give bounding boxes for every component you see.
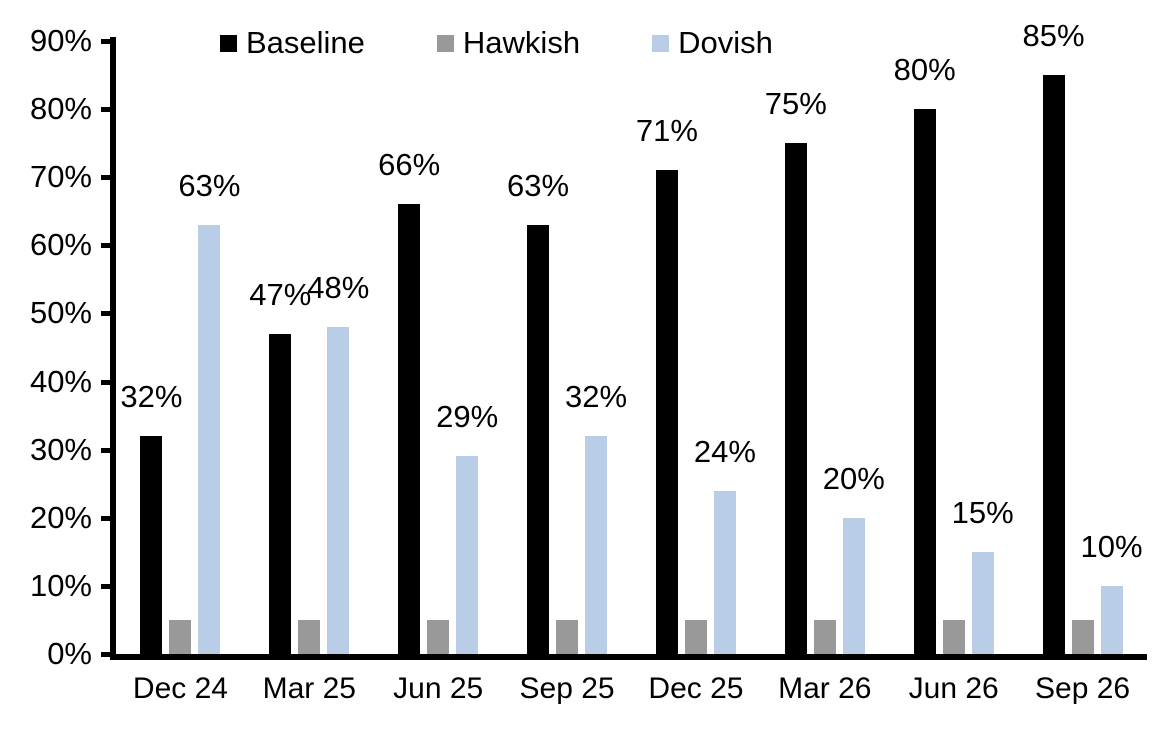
y-axis-tick	[101, 652, 110, 657]
bar-dovish-mar-25	[327, 327, 350, 654]
bar-hawkish-jun-25	[427, 619, 450, 654]
data-label-baseline-mar-26: 75%	[764, 86, 827, 122]
bar-baseline-jun-26	[913, 109, 936, 654]
x-axis-label-dec-25: Dec 25	[648, 672, 744, 705]
y-axis-tick	[101, 243, 110, 249]
bar-hawkish-sep-25	[556, 619, 579, 654]
data-label-dovish-sep-26: 10%	[1080, 528, 1143, 564]
bar-baseline-sep-25	[527, 224, 550, 654]
y-axis-tick	[101, 311, 110, 317]
legend-swatch-dovish-icon	[652, 34, 670, 52]
y-axis-line	[110, 37, 116, 660]
data-label-baseline-sep-26: 85%	[1022, 18, 1085, 54]
data-label-dovish-mar-25: 48%	[307, 270, 370, 306]
y-axis-tick	[101, 175, 110, 181]
legend-label-baseline: Baseline	[246, 25, 365, 60]
y-axis-tick	[101, 379, 110, 385]
data-label-baseline-jun-26: 80%	[893, 52, 956, 88]
y-axis-tick-label: 10%	[29, 567, 92, 603]
y-axis-tick	[101, 107, 110, 113]
bar-baseline-sep-26	[1042, 75, 1065, 654]
bar-dovish-jun-25	[456, 456, 479, 654]
bar-baseline-jun-25	[398, 204, 421, 654]
bar-baseline-dec-24	[140, 436, 163, 654]
bar-dovish-mar-26	[842, 517, 865, 654]
y-axis-tick-label: 0%	[47, 636, 92, 671]
legend-swatch-baseline-icon	[220, 34, 237, 52]
x-axis-label-mar-26: Mar 26	[778, 672, 872, 705]
data-label-dovish-jun-26: 15%	[951, 494, 1014, 530]
x-axis-line	[110, 654, 1147, 660]
bar-hawkish-jun-26	[942, 619, 965, 654]
data-label-baseline-dec-24: 32%	[120, 379, 183, 415]
y-axis-tick-label: 20%	[29, 499, 92, 535]
y-axis-tick-label: 40%	[29, 363, 92, 399]
y-axis-tick	[101, 515, 110, 521]
y-axis-tick-label: 30%	[29, 431, 92, 467]
bar-hawkish-dec-25	[684, 619, 707, 654]
bar-dovish-sep-25	[585, 436, 608, 654]
x-axis-label-jun-25: Jun 25	[393, 672, 484, 705]
x-axis-label-jun-26: Jun 26	[908, 672, 999, 705]
y-axis-tick-label: 60%	[29, 227, 92, 263]
bar-hawkish-mar-25	[298, 619, 321, 654]
data-label-baseline-sep-25: 63%	[507, 167, 570, 203]
y-axis-tick-label: 50%	[29, 295, 92, 331]
bar-dovish-jun-26	[971, 551, 994, 654]
bar-baseline-dec-25	[655, 170, 678, 654]
bar-dovish-dec-25	[713, 490, 736, 654]
bar-hawkish-dec-24	[169, 619, 192, 654]
data-label-baseline-dec-25: 71%	[635, 113, 698, 149]
data-label-dovish-mar-26: 20%	[822, 460, 885, 496]
data-label-dovish-dec-24: 63%	[178, 167, 241, 203]
bar-baseline-mar-25	[269, 333, 292, 654]
x-axis-label-dec-24: Dec 24	[132, 672, 228, 705]
legend-label-dovish: Dovish	[678, 25, 773, 60]
legend-label-hawkish: Hawkish	[462, 25, 581, 60]
bar-hawkish-mar-26	[813, 619, 836, 654]
x-axis-label-sep-26: Sep 26	[1035, 672, 1131, 705]
chart-legend: Baseline Hawkish Dovish	[220, 26, 773, 60]
legend-item-dovish: Dovish	[652, 26, 773, 60]
x-axis-label-sep-25: Sep 25	[519, 672, 615, 705]
y-axis-tick-label: 90%	[29, 23, 92, 58]
legend-item-baseline: Baseline	[220, 26, 365, 60]
legend-swatch-hawkish-icon	[436, 34, 454, 52]
y-axis-tick-label: 80%	[29, 91, 92, 127]
x-axis-label-mar-25: Mar 25	[262, 672, 356, 705]
y-axis-tick	[101, 447, 110, 453]
data-label-baseline-mar-25: 47%	[249, 276, 312, 312]
y-axis-tick	[101, 583, 110, 589]
bar-baseline-mar-26	[784, 143, 807, 654]
data-label-baseline-jun-25: 66%	[378, 147, 441, 183]
data-label-dovish-dec-25: 24%	[693, 433, 756, 469]
y-axis-tick-label: 70%	[29, 159, 92, 195]
bar-hawkish-sep-26	[1071, 619, 1094, 654]
data-label-dovish-sep-25: 32%	[565, 379, 628, 415]
y-axis-tick	[101, 39, 110, 44]
bar-dovish-dec-24	[198, 224, 221, 654]
data-label-dovish-jun-25: 29%	[436, 399, 499, 435]
legend-item-hawkish: Hawkish	[436, 25, 581, 60]
bar-dovish-sep-26	[1100, 585, 1123, 654]
